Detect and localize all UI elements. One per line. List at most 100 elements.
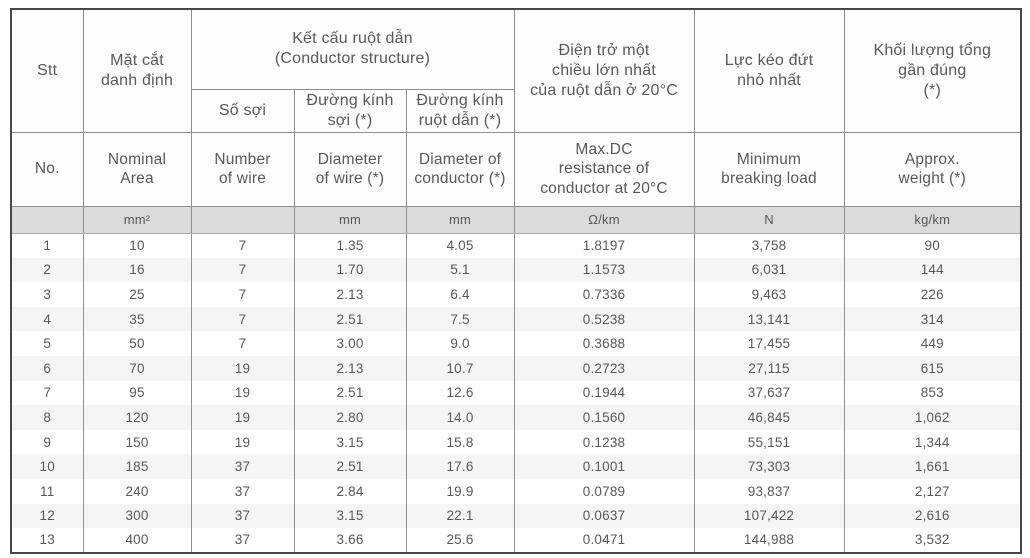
table-cell: 615 bbox=[843, 355, 1022, 381]
table-cell: 3.66 bbox=[293, 528, 407, 553]
table-cell: 2.84 bbox=[293, 478, 407, 504]
table-cell: 1.1573 bbox=[513, 257, 695, 283]
table-cell: 1.70 bbox=[293, 257, 407, 283]
header-max-dc-resistance-vi: Điện trở một chiều lớn nhất của ruột dẫn… bbox=[513, 8, 695, 133]
table-row: 13 400 37 3.66 25.6 0.0471 144,988 3,532 bbox=[10, 528, 1022, 553]
table-cell: 46,845 bbox=[693, 405, 845, 430]
table-cell: 93,837 bbox=[693, 478, 845, 504]
table-cell: 19 bbox=[190, 405, 295, 430]
header-approx-weight-vi: Khối lượng tổng gần đúng (*) bbox=[843, 8, 1022, 133]
header-row-english: No. Nominal Area Number of wire Diameter… bbox=[10, 131, 1022, 207]
table-cell: 37 bbox=[190, 454, 295, 479]
table-row: 6 70 19 2.13 10.7 0.2723 27,115 615 bbox=[10, 355, 1022, 381]
table-cell: 5.1 bbox=[405, 257, 515, 283]
table-cell: 1,344 bbox=[843, 429, 1022, 455]
table-cell: 25.6 bbox=[405, 528, 515, 553]
header-approx-weight-en: Approx. weight (*) bbox=[843, 131, 1022, 207]
header-diameter-of-conductor-vi: Đường kính ruột dẫn (*) bbox=[405, 88, 515, 133]
table-cell: 3.15 bbox=[293, 429, 407, 455]
table-cell: 95 bbox=[82, 380, 192, 406]
table-cell: 4.05 bbox=[405, 233, 515, 258]
table-cell: 853 bbox=[843, 380, 1022, 406]
table-cell: 0.3688 bbox=[513, 331, 695, 356]
table-cell: 150 bbox=[82, 429, 192, 455]
table-cell: 7 bbox=[190, 331, 295, 356]
table-cell: 4 bbox=[10, 306, 84, 332]
header-max-dc-resistance-en: Max.DC resistance of conductor at 20°C bbox=[513, 131, 695, 207]
table-cell: 7 bbox=[190, 306, 295, 332]
table-cell: 2 bbox=[10, 257, 84, 283]
table-cell: 2.51 bbox=[293, 454, 407, 479]
table-cell: 37 bbox=[190, 528, 295, 553]
table-cell: 22.1 bbox=[405, 503, 515, 529]
table-cell: 1,062 bbox=[843, 405, 1022, 430]
table-row: 5 50 7 3.00 9.0 0.3688 17,455 449 bbox=[10, 331, 1022, 356]
table-row: 7 95 19 2.51 12.6 0.1944 37,637 853 bbox=[10, 380, 1022, 406]
table-cell: 5 bbox=[10, 331, 84, 356]
table-cell: 0.0789 bbox=[513, 478, 695, 504]
table-cell: 449 bbox=[843, 331, 1022, 356]
table-cell: 11 bbox=[10, 478, 84, 504]
table-cell: 120 bbox=[82, 405, 192, 430]
header-no-en: No. bbox=[10, 131, 84, 207]
table-cell: 144,988 bbox=[693, 528, 845, 553]
table-cell: 0.1944 bbox=[513, 380, 695, 406]
table-cell: 73,303 bbox=[693, 454, 845, 479]
table-header: Stt Mặt cắt danh định Kết cấu ruột dẫn (… bbox=[10, 8, 1022, 234]
table-cell: 25 bbox=[82, 282, 192, 307]
table-row: 9 150 19 3.15 15.8 0.1238 55,151 1,344 bbox=[10, 429, 1022, 455]
header-min-breaking-load-en: Minimum breaking load bbox=[693, 131, 845, 207]
table-cell: 3,532 bbox=[843, 528, 1022, 553]
table-cell: 0.1238 bbox=[513, 429, 695, 455]
table-cell: 0.0471 bbox=[513, 528, 695, 553]
header-number-of-wire-vi: Số sợi bbox=[190, 88, 295, 133]
header-conductor-structure-group: Kết cấu ruột dẫn (Conductor structure) bbox=[190, 8, 515, 90]
table-cell: 1.35 bbox=[293, 233, 407, 258]
table-cell: 7 bbox=[10, 380, 84, 406]
table-cell: 70 bbox=[82, 355, 192, 381]
conductor-spec-table: Stt Mặt cắt danh định Kết cấu ruột dẫn (… bbox=[10, 8, 1023, 554]
table-cell: 19 bbox=[190, 355, 295, 381]
header-stt: Stt bbox=[10, 8, 84, 133]
table-cell: 0.1001 bbox=[513, 454, 695, 479]
table-row: 2 16 7 1.70 5.1 1.1573 6,031 144 bbox=[10, 257, 1022, 283]
table-cell: 314 bbox=[843, 306, 1022, 332]
table-cell: 0.5238 bbox=[513, 306, 695, 332]
table-cell: 240 bbox=[82, 478, 192, 504]
table-cell: 0.1560 bbox=[513, 405, 695, 430]
header-nominal-area-vi: Mặt cắt danh định bbox=[82, 8, 192, 133]
header-row-vietnamese-sub: Số sợi Đường kính sợi (*) Đường kính ruộ… bbox=[11, 88, 1021, 133]
table-body: 1 10 7 1.35 4.05 1.8197 3,758 90 2 16 7 1.70 5.1 1.15… bbox=[10, 233, 1022, 553]
table-cell: 10.7 bbox=[405, 355, 515, 381]
header-nominal-area-en: Nominal Area bbox=[82, 131, 192, 207]
table-cell: 2,616 bbox=[843, 503, 1022, 529]
table-cell: 13,141 bbox=[693, 306, 845, 332]
unit-resistance: Ω/km bbox=[513, 205, 695, 234]
unit-diameter-of-wire: mm bbox=[293, 205, 407, 234]
table-cell: 3 bbox=[10, 282, 84, 307]
table-cell: 9,463 bbox=[693, 282, 845, 307]
header-min-breaking-load-vi: Lực kéo đứt nhỏ nhất bbox=[693, 8, 845, 133]
table-cell: 3.15 bbox=[293, 503, 407, 529]
table-cell: 37 bbox=[190, 503, 295, 529]
table-row: 10 185 37 2.51 17.6 0.1001 73,303 1,661 bbox=[10, 454, 1022, 479]
table-cell: 17,455 bbox=[693, 331, 845, 356]
unit-stt bbox=[10, 205, 84, 234]
table-row: 8 120 19 2.80 14.0 0.1560 46,845 1,062 bbox=[10, 405, 1022, 430]
table-cell: 8 bbox=[10, 405, 84, 430]
table-cell: 0.7336 bbox=[513, 282, 695, 307]
table-cell: 19 bbox=[190, 429, 295, 455]
table-cell: 7 bbox=[190, 282, 295, 307]
table-cell: 13 bbox=[10, 528, 84, 553]
table-cell: 35 bbox=[82, 306, 192, 332]
table-cell: 12.6 bbox=[405, 380, 515, 406]
table-cell: 3.00 bbox=[293, 331, 407, 356]
table-row: 3 25 7 2.13 6.4 0.7336 9,463 226 bbox=[10, 282, 1022, 307]
table-cell: 19.9 bbox=[405, 478, 515, 504]
header-diameter-of-wire-vi: Đường kính sợi (*) bbox=[293, 88, 407, 133]
table-cell: 17.6 bbox=[405, 454, 515, 479]
table-cell: 2.51 bbox=[293, 380, 407, 406]
table-cell: 144 bbox=[843, 257, 1022, 283]
table-cell: 185 bbox=[82, 454, 192, 479]
